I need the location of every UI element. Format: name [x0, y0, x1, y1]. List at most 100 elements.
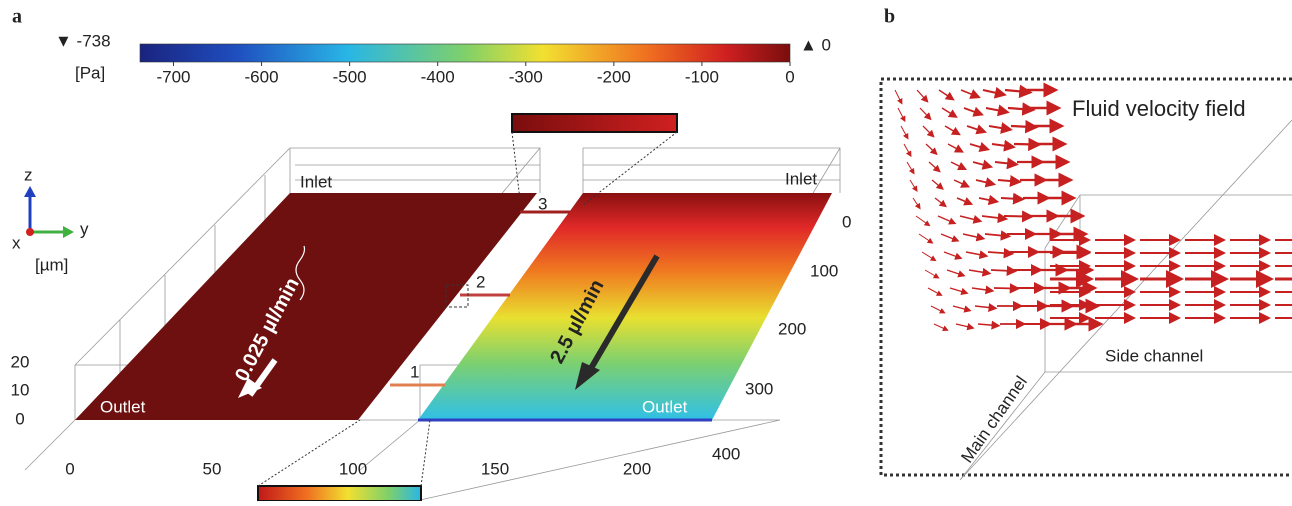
velocity-arrow	[994, 157, 1019, 170]
velocity-arrow	[1003, 210, 1034, 223]
colorbar-tick-label: -500	[333, 67, 367, 86]
velocity-arrow	[952, 305, 972, 313]
velocity-arrow	[968, 267, 992, 277]
velocity-arrow	[943, 251, 963, 260]
velocity-arrow	[975, 177, 997, 188]
x-tick-label: 100	[339, 459, 367, 478]
velocity-arrow	[1004, 84, 1033, 99]
velocity-arrow	[927, 287, 943, 296]
connector-label: 1	[410, 362, 419, 381]
colorbar-tick-label: -600	[245, 67, 279, 86]
velocity-arrow	[950, 161, 968, 171]
velocity-arrow	[912, 197, 921, 210]
colorbar-tick-label: -100	[685, 67, 719, 86]
x-tick-label: 50	[203, 459, 222, 478]
velocity-arrow	[944, 125, 961, 136]
velocity-arrow	[982, 86, 1007, 99]
velocity-arrow	[930, 305, 946, 314]
flow-arrow-head	[575, 362, 600, 390]
zoom-bottom	[257, 485, 422, 502]
velocity-arrow	[933, 323, 949, 331]
x-tick-label: 150	[481, 459, 509, 478]
colorbar	[139, 43, 791, 63]
y-tick-label: 0	[842, 212, 851, 231]
velocity-arrow	[981, 212, 1009, 224]
velocity-arrow	[947, 143, 964, 153]
panel-label: b	[884, 6, 895, 28]
y-tick-label: 300	[745, 379, 773, 398]
velocity-arrow	[931, 179, 944, 190]
velocity-arrow	[922, 125, 935, 138]
flow-arrow	[587, 254, 660, 372]
colorbar-tick-label: -300	[509, 67, 543, 86]
velocity-arrow	[965, 250, 989, 260]
velocity-arrow	[960, 89, 981, 99]
colorbar-tick-label: -400	[421, 67, 455, 86]
velocity-arrow	[953, 179, 971, 188]
velocity-arrow	[924, 269, 940, 279]
colorbar-max: ▲ 0	[800, 35, 831, 54]
velocity-arrow	[1007, 102, 1036, 116]
velocity-arrow	[928, 161, 941, 173]
side-channel-label: Side channel	[1105, 346, 1203, 365]
velocity-arrow	[915, 215, 931, 227]
velocity-arrow	[925, 143, 938, 156]
velocity-arrow	[909, 179, 918, 193]
panel-label: a	[12, 6, 22, 28]
velocity-arrow	[919, 107, 932, 121]
x-tick-label: 200	[623, 459, 651, 478]
colorbar-tick-label: 0	[785, 67, 794, 86]
velocity-arrow	[985, 104, 1010, 117]
zoom-top	[511, 113, 678, 133]
z-tick-label: 0	[15, 409, 24, 428]
velocity-arrow	[916, 89, 929, 103]
z-tick-label: 10	[11, 380, 30, 399]
velocity-arrow	[949, 287, 969, 296]
velocity-arrow	[993, 283, 1021, 294]
colorbar-unit: [Pa]	[75, 63, 105, 82]
velocity-arrow	[978, 194, 1000, 206]
panel-b-wireframe	[959, 119, 1292, 481]
velocity-arrow	[977, 320, 1001, 330]
velocity-arrow	[934, 197, 947, 208]
x-tick-label: 0	[65, 459, 74, 478]
velocity-field	[894, 82, 1292, 332]
velocity-arrow	[921, 251, 937, 262]
velocity-arrow	[988, 122, 1013, 134]
inlet-label: Inlet	[300, 172, 332, 191]
axis-unit: [µm]	[35, 255, 68, 274]
main-channel-label: Main channel	[957, 373, 1031, 467]
velocity-arrow	[972, 159, 994, 170]
velocity-arrow	[1013, 137, 1042, 152]
colorbar-tick-label: -700	[156, 67, 190, 86]
velocity-arrow	[991, 139, 1016, 152]
left-channel	[75, 193, 537, 420]
y-tick-label: 400	[712, 444, 740, 463]
z-tick-label: 20	[11, 352, 30, 371]
colorbar-tick-label: -200	[597, 67, 631, 86]
y-tick-label: 100	[810, 261, 838, 280]
y-tick-label: 200	[778, 319, 806, 338]
axis-triad	[24, 186, 74, 238]
velocity-arrow	[984, 230, 1012, 241]
sperm	[295, 245, 306, 301]
inlet-label: Inlet	[785, 169, 817, 188]
velocity-arrow	[941, 107, 958, 118]
colorbar-min: ▼ -738	[55, 31, 111, 50]
velocity-arrow	[966, 124, 987, 135]
velocity-arrow	[900, 125, 909, 140]
velocity-arrow	[962, 232, 986, 242]
velocity-arrow	[937, 215, 957, 225]
velocity-arrow	[987, 247, 1015, 259]
velocity-arrow	[963, 106, 984, 117]
axis-label: z	[24, 165, 33, 184]
connector-label: 2	[476, 272, 485, 291]
velocity-arrow	[971, 285, 995, 295]
velocity-arrow	[894, 89, 903, 105]
velocity-arrow	[990, 265, 1018, 276]
zoom-box	[445, 284, 469, 308]
flow-arrow-head	[238, 378, 262, 398]
axis-label: x	[12, 233, 21, 252]
outlet-label: Outlet	[642, 397, 688, 416]
